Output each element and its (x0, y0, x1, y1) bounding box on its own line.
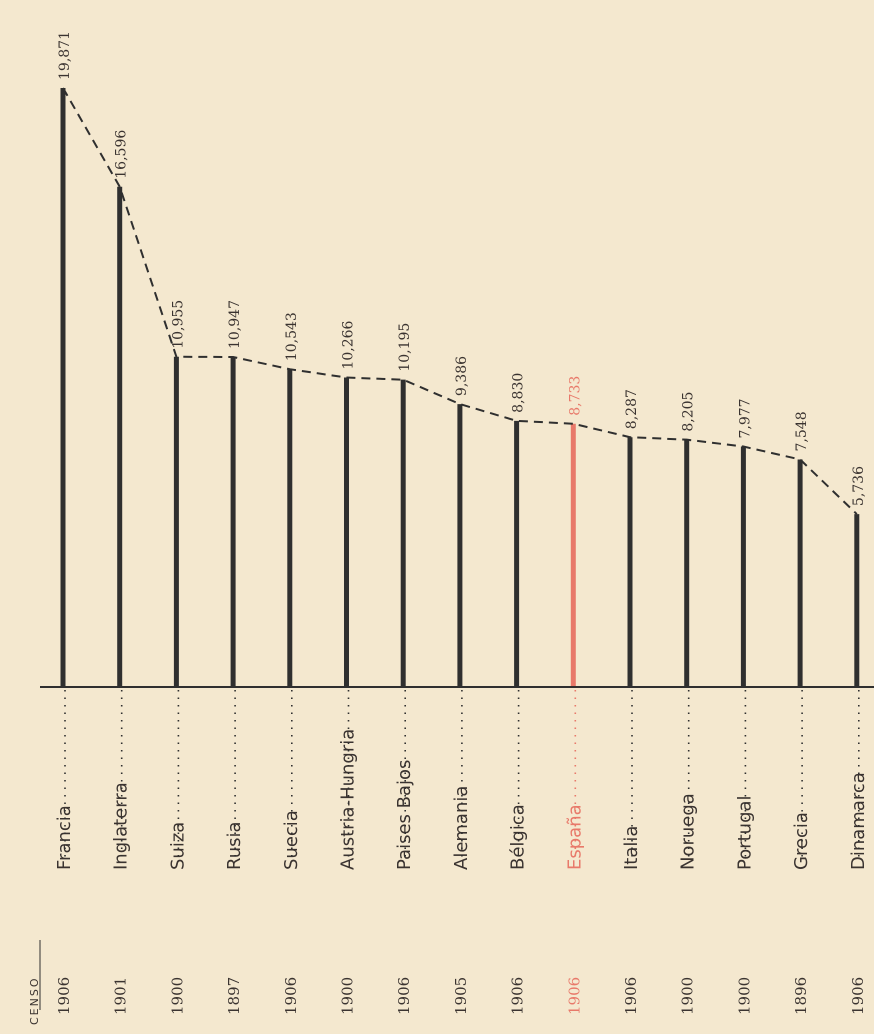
census-header: CENSO (28, 977, 41, 1026)
census-year-portugal: 1900 (735, 977, 753, 1015)
census-year-inglaterra: 1901 (112, 977, 130, 1015)
value-label-inglaterra: 16,596 (114, 130, 130, 179)
census-year-rusia: 1897 (225, 977, 243, 1015)
value-label-espana: 8,733 (567, 376, 583, 416)
country-label-austria-hungria: Austria-Hungria (338, 729, 359, 870)
census-year-noruega: 1900 (679, 977, 697, 1015)
value-label-portugal: 7,977 (737, 398, 753, 438)
value-label-austria-hungria: 10,266 (341, 320, 357, 369)
country-label-rusia: Rusia (224, 821, 245, 870)
census-year-espana: 1906 (565, 977, 583, 1015)
value-label-suecia: 10,543 (284, 312, 300, 361)
census-year-grecia: 1896 (792, 977, 810, 1015)
census-year-dinamarca: 1906 (849, 977, 867, 1015)
census-year-alemania: 1905 (452, 977, 470, 1015)
census-year-suiza: 1900 (168, 977, 186, 1015)
bars-layer (60, 88, 860, 687)
value-label-grecia: 7,548 (794, 411, 810, 451)
country-label-dinamarca: Dinamarca (848, 772, 869, 870)
value-label-rusia: 10,947 (227, 300, 243, 349)
country-label-belgica: Bélgica (508, 804, 529, 870)
value-label-suiza: 10,955 (170, 300, 186, 349)
value-label-belgica: 8,830 (511, 373, 527, 413)
country-label-suiza: Suiza (167, 822, 188, 870)
value-label-alemania: 9,386 (454, 356, 470, 396)
value-label-dinamarca: 5,736 (851, 466, 867, 506)
census-year-belgica: 1906 (509, 977, 527, 1015)
value-label-italia: 8,287 (624, 389, 640, 429)
labels-layer: 19,871Francia190616,596Inglaterra190110,… (54, 31, 869, 1015)
value-label-francia: 19,871 (57, 31, 73, 80)
census-year-paises-bajos: 1906 (395, 977, 413, 1015)
census-year-suecia: 1906 (282, 977, 300, 1015)
census-year-austria-hungria: 1900 (339, 977, 357, 1015)
country-label-noruega: Noruega (678, 793, 699, 870)
census-year-italia: 1906 (622, 977, 640, 1015)
value-label-noruega: 8,205 (681, 392, 697, 432)
country-label-paises-bajos: Paises Bajos (394, 760, 415, 870)
country-label-alemania: Alemania (451, 786, 472, 870)
country-label-francia: Francia (54, 805, 75, 870)
country-label-espana: España (564, 804, 585, 870)
census-year-francia: 1906 (55, 977, 73, 1015)
value-label-paises-bajos: 10,195 (397, 323, 413, 372)
